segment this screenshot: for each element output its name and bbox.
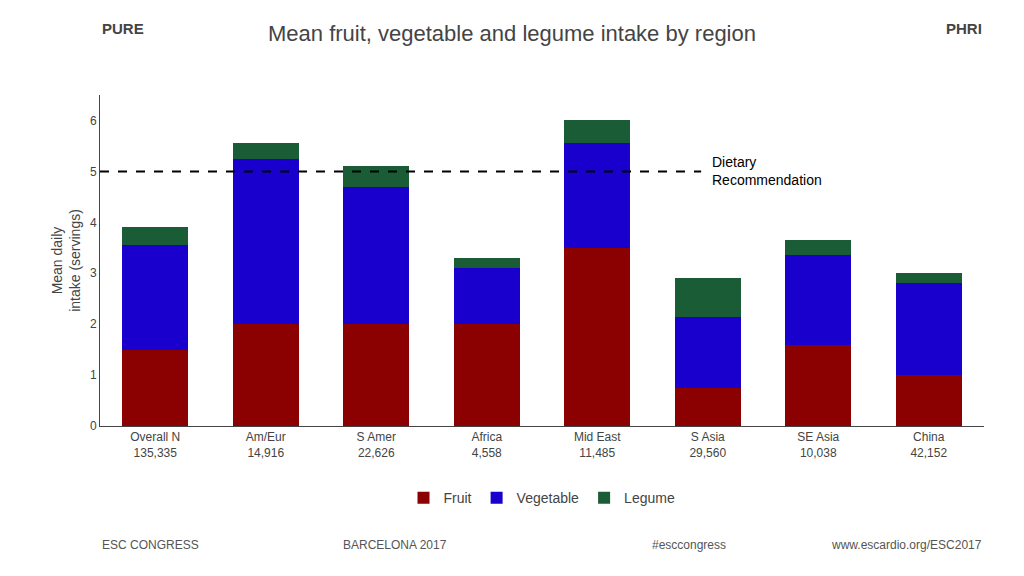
svg-text:Overall N135,335: Overall N135,335 [130, 430, 180, 460]
svg-text:1: 1 [90, 368, 97, 382]
svg-text:Legume: Legume [624, 490, 675, 506]
svg-text:Mean dailyintake (servings): Mean dailyintake (servings) [49, 209, 83, 312]
svg-text:China42,152: China42,152 [910, 430, 947, 460]
svg-text:PHRI: PHRI [946, 20, 982, 37]
svg-text:BARCELONA 2017: BARCELONA 2017 [343, 538, 447, 552]
svg-text:SE Asia10,038: SE Asia10,038 [797, 430, 839, 460]
svg-text:Mid East11,485: Mid East11,485 [574, 430, 621, 460]
svg-text:S Amer22,626: S Amer22,626 [357, 430, 396, 460]
svg-text:Fruit: Fruit [444, 490, 472, 506]
svg-text:2: 2 [90, 317, 97, 331]
svg-text:Mean fruit, vegetable and legu: Mean fruit, vegetable and legume intake … [268, 21, 756, 46]
svg-text:3: 3 [90, 266, 97, 280]
svg-text:Africa4,558: Africa4,558 [471, 430, 502, 460]
svg-text:Vegetable: Vegetable [517, 490, 579, 506]
svg-text:5: 5 [90, 165, 97, 179]
svg-text:0: 0 [90, 419, 97, 433]
svg-text:#esccongress: #esccongress [652, 538, 726, 552]
svg-text:DietaryRecommendation: DietaryRecommendation [712, 154, 822, 188]
svg-text:www.escardio.org/ESC2017: www.escardio.org/ESC2017 [831, 538, 982, 552]
svg-text:4: 4 [90, 216, 97, 230]
svg-text:6: 6 [90, 114, 97, 128]
svg-text:Am/Eur14,916: Am/Eur14,916 [246, 430, 286, 460]
svg-text:S Asia29,560: S Asia29,560 [689, 430, 726, 460]
svg-text:ESC CONGRESS: ESC CONGRESS [102, 538, 199, 552]
svg-text:PURE: PURE [102, 20, 144, 37]
